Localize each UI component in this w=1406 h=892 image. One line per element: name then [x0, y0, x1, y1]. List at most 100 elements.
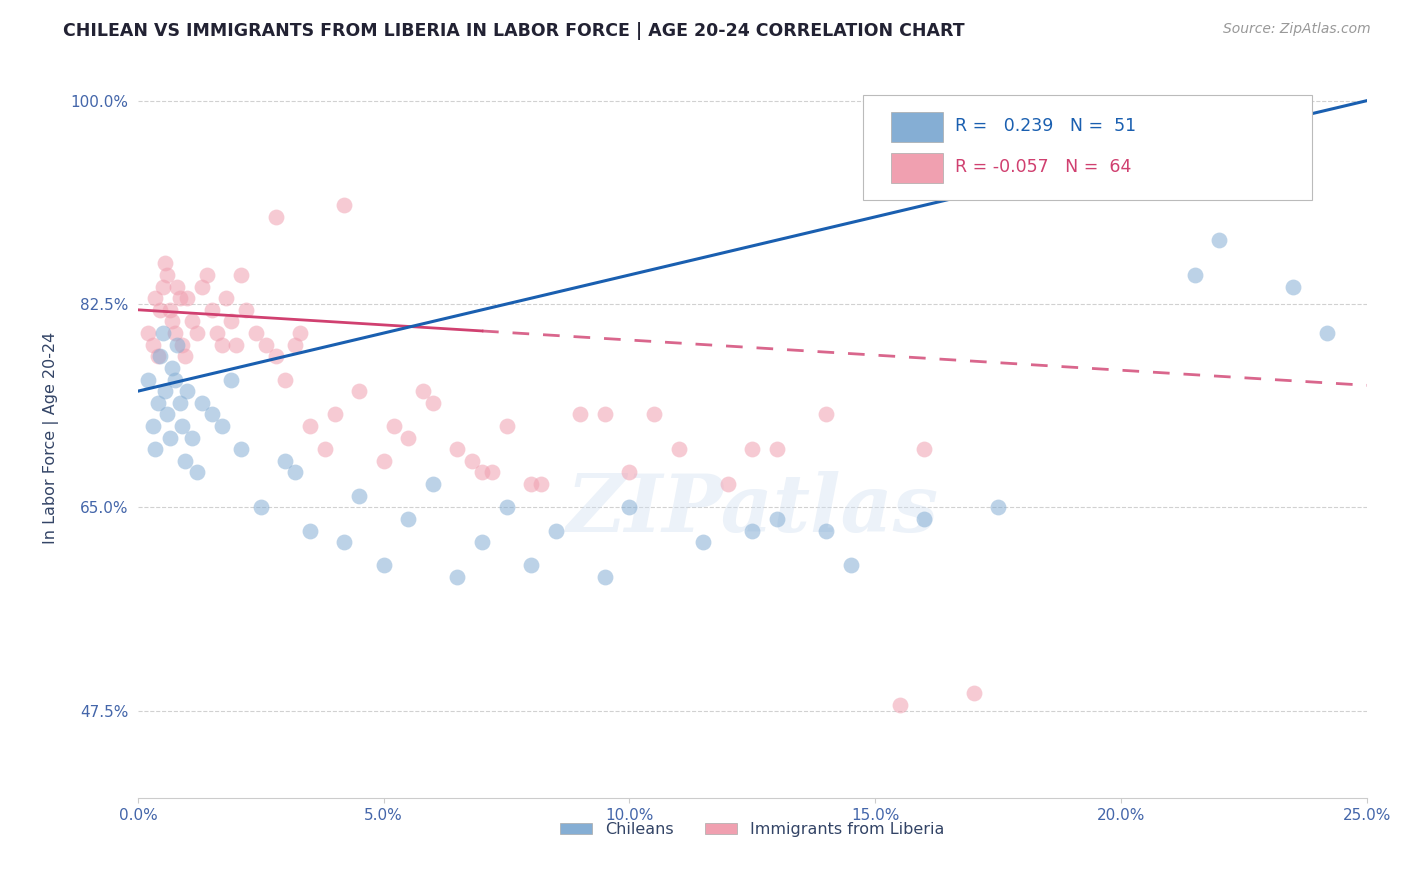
Point: [159, 431, 181, 445]
Point: [143, 442, 166, 457]
Point: [889, 698, 911, 712]
Point: [766, 442, 789, 457]
Text: CHILEAN VS IMMIGRANTS FROM LIBERIA IN LABOR FORCE | AGE 20-24 CORRELATION CHART: CHILEAN VS IMMIGRANTS FROM LIBERIA IN LA…: [63, 22, 965, 40]
Point: [396, 512, 419, 526]
Legend: Chileans, Immigrants from Liberia: Chileans, Immigrants from Liberia: [554, 816, 950, 844]
Point: [382, 419, 405, 434]
Point: [284, 466, 307, 480]
Point: [766, 512, 789, 526]
Bar: [891, 153, 943, 184]
Point: [471, 466, 494, 480]
Point: [173, 349, 195, 363]
Point: [162, 314, 184, 328]
Point: [195, 268, 218, 282]
Point: [422, 477, 444, 491]
Point: [520, 558, 543, 573]
Text: R =   0.239   N =  51: R = 0.239 N = 51: [955, 118, 1136, 136]
Point: [741, 442, 763, 457]
Point: [181, 314, 204, 328]
Point: [314, 442, 336, 457]
Point: [274, 372, 297, 386]
Point: [373, 454, 395, 468]
Point: [264, 210, 287, 224]
Point: [717, 477, 740, 491]
Point: [1085, 105, 1108, 120]
Point: [146, 396, 169, 410]
Point: [152, 279, 174, 293]
Point: [619, 466, 641, 480]
Text: Source: ZipAtlas.com: Source: ZipAtlas.com: [1223, 22, 1371, 37]
Text: R = -0.057   N =  64: R = -0.057 N = 64: [955, 159, 1132, 177]
Point: [298, 524, 321, 538]
Point: [136, 372, 159, 386]
Point: [186, 326, 208, 340]
Point: [231, 442, 253, 457]
Point: [149, 302, 172, 317]
Y-axis label: In Labor Force | Age 20-24: In Labor Force | Age 20-24: [44, 332, 59, 544]
Point: [152, 326, 174, 340]
Point: [153, 384, 176, 399]
Point: [201, 408, 224, 422]
Point: [839, 558, 862, 573]
Point: [333, 535, 356, 549]
Point: [191, 396, 214, 410]
Point: [530, 477, 553, 491]
Point: [181, 431, 204, 445]
Point: [201, 302, 224, 317]
Point: [495, 500, 517, 515]
Point: [142, 337, 165, 351]
Point: [156, 268, 179, 282]
Point: [446, 442, 468, 457]
Point: [912, 512, 935, 526]
Point: [288, 326, 311, 340]
Point: [471, 535, 494, 549]
Text: ZIPatlas: ZIPatlas: [567, 471, 938, 549]
Point: [163, 372, 186, 386]
FancyBboxPatch shape: [863, 95, 1312, 200]
Point: [422, 396, 444, 410]
Point: [643, 408, 665, 422]
Point: [569, 408, 592, 422]
Point: [323, 408, 346, 422]
Point: [215, 291, 238, 305]
Point: [172, 419, 194, 434]
Point: [347, 384, 370, 399]
Point: [1282, 279, 1305, 293]
Point: [143, 291, 166, 305]
Point: [153, 256, 176, 270]
Point: [156, 408, 179, 422]
Point: [692, 535, 714, 549]
Point: [461, 454, 484, 468]
Point: [166, 337, 188, 351]
Point: [912, 442, 935, 457]
Point: [347, 489, 370, 503]
Bar: [891, 112, 943, 142]
Point: [245, 326, 267, 340]
Point: [176, 384, 198, 399]
Point: [495, 419, 517, 434]
Point: [254, 337, 277, 351]
Point: [962, 686, 984, 700]
Point: [815, 524, 838, 538]
Point: [211, 337, 233, 351]
Point: [235, 302, 257, 317]
Point: [987, 500, 1010, 515]
Point: [136, 326, 159, 340]
Point: [1208, 233, 1230, 247]
Point: [481, 466, 503, 480]
Point: [298, 419, 321, 434]
Point: [221, 314, 243, 328]
Point: [162, 360, 184, 375]
Point: [741, 524, 763, 538]
Point: [186, 466, 208, 480]
Point: [619, 500, 641, 515]
Point: [396, 431, 419, 445]
Point: [250, 500, 273, 515]
Point: [163, 326, 186, 340]
Point: [373, 558, 395, 573]
Point: [593, 408, 616, 422]
Point: [544, 524, 567, 538]
Point: [191, 279, 214, 293]
Point: [149, 349, 172, 363]
Point: [412, 384, 434, 399]
